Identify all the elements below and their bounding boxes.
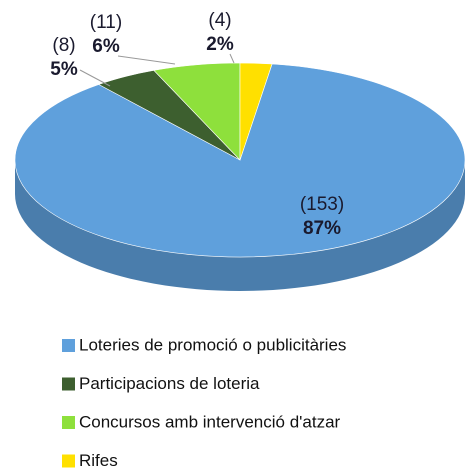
legend-label: Participacions de loteria	[79, 374, 260, 393]
leader-line	[79, 69, 111, 87]
percent-label: 5%	[50, 59, 78, 80]
count-label: (8)	[52, 35, 75, 56]
legend-swatch	[62, 339, 75, 352]
legend-swatch	[62, 454, 75, 468]
leader-line	[117, 55, 176, 65]
pie-side	[15, 160, 465, 291]
pie-slice	[239, 62, 273, 161]
legend-label: Rifes	[79, 451, 118, 470]
count-label: (153)	[300, 194, 344, 215]
leader-line	[229, 53, 235, 64]
pie-slice	[14, 63, 466, 258]
legend-label: Concursos amb intervenció d'atzar	[79, 412, 341, 431]
percent-label: 2%	[206, 34, 234, 55]
percent-label: 6%	[92, 36, 120, 57]
legend-label: Loteries de promoció o publicitàries	[79, 335, 346, 354]
count-label: (4)	[208, 10, 231, 31]
percent-label: 87%	[303, 218, 341, 239]
legend-swatch	[62, 416, 75, 429]
legend-swatch	[62, 377, 75, 391]
count-label: (11)	[90, 12, 122, 33]
